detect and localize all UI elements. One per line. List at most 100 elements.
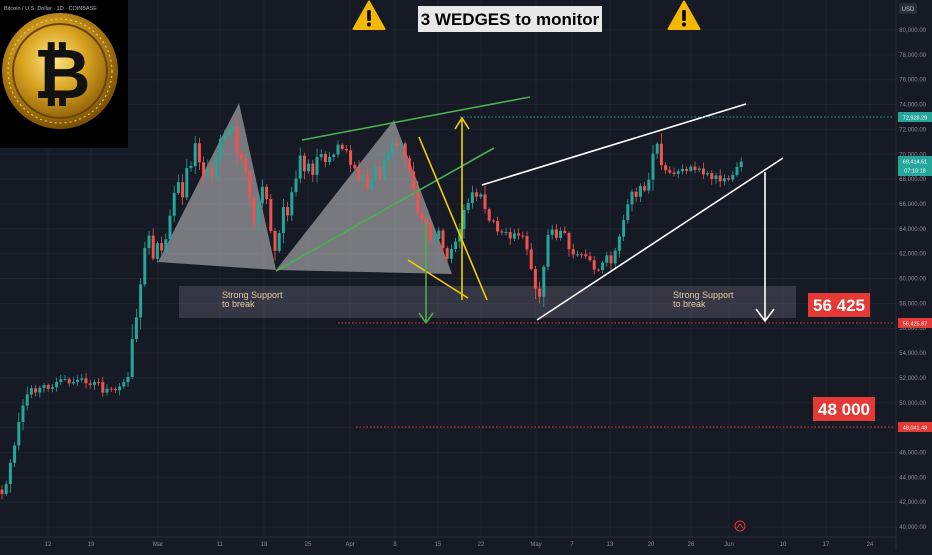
level-2-callout[interactable]: 48 000 <box>813 397 875 421</box>
candle <box>265 184 269 205</box>
candle <box>445 245 449 263</box>
candle-body <box>223 134 227 139</box>
candle <box>563 226 567 235</box>
candle-body <box>134 317 138 340</box>
candle-body <box>634 191 638 197</box>
candle <box>605 251 609 267</box>
candle <box>370 177 374 191</box>
candle-body <box>466 203 470 211</box>
channel-line-lower[interactable] <box>407 259 469 299</box>
candle-body <box>0 489 4 494</box>
last-price-badge: 69,414.61 07:10:18 <box>898 156 932 176</box>
candle-body <box>680 169 684 172</box>
candle-body <box>538 288 542 297</box>
candle <box>353 161 357 171</box>
price-tick-label: 54,000.00 <box>899 351 926 357</box>
wedge-3-lower-line[interactable] <box>536 157 784 321</box>
scroll-to-latest-icon[interactable] <box>734 520 746 532</box>
white-down-arrow[interactable] <box>755 172 775 323</box>
candle-body <box>214 158 218 177</box>
candle <box>130 324 134 379</box>
candle-body <box>17 422 21 446</box>
currency-badge[interactable] <box>899 3 917 14</box>
candle-body <box>315 157 319 175</box>
candle <box>344 145 348 153</box>
candle <box>676 168 680 179</box>
candle <box>0 485 4 500</box>
candle <box>554 223 558 241</box>
candle <box>722 174 726 186</box>
candle-body <box>412 171 416 190</box>
candle-body <box>97 382 101 384</box>
candle <box>655 141 659 159</box>
price-tick-label: 40,000.00 <box>899 525 926 531</box>
candle-body <box>307 163 311 172</box>
support-left-line1: Strong Support <box>222 290 283 300</box>
candle <box>101 376 105 398</box>
candle-body <box>218 138 222 159</box>
time-axis[interactable]: 12 19 Mar 11 18 25 Apr 8 15 22 May 7 13 20 26 Jun 10 17 24 <box>0 536 896 548</box>
candle-body <box>332 154 336 157</box>
candle <box>517 228 521 240</box>
wedge-2-lower-line[interactable] <box>275 147 495 272</box>
candle <box>731 170 735 182</box>
candle-body <box>227 130 231 135</box>
candle <box>689 164 693 173</box>
candle-body <box>126 376 130 383</box>
candle <box>88 379 92 389</box>
candle <box>223 130 227 142</box>
candle-body <box>508 232 512 239</box>
candle <box>454 237 458 253</box>
candle <box>244 155 248 180</box>
candle <box>580 252 584 259</box>
candle-body <box>533 269 537 289</box>
candle <box>319 149 323 161</box>
candle <box>613 247 617 270</box>
candle <box>126 372 130 387</box>
candle <box>4 480 8 497</box>
price-tick-label: 74,000.00 <box>899 103 926 109</box>
support2-badge: 48,041.48 <box>898 422 932 432</box>
candle <box>659 133 663 171</box>
candle <box>706 171 710 177</box>
candle-body <box>25 394 29 406</box>
candle <box>697 165 701 173</box>
time-tick-label: 13 <box>607 542 614 548</box>
candle <box>727 175 731 182</box>
candle <box>281 199 285 244</box>
candle-body <box>13 445 17 463</box>
candle-body <box>727 178 731 180</box>
level-1-label: 56 425 <box>813 296 865 315</box>
candle-body <box>34 388 38 393</box>
candle <box>403 141 407 168</box>
candle-body <box>248 171 252 198</box>
wedge-2-upper-line[interactable] <box>301 96 531 141</box>
candle <box>155 240 159 263</box>
wedge-1-left-shape[interactable] <box>158 103 276 270</box>
candle-body <box>277 233 281 251</box>
candle <box>218 134 222 164</box>
candle-body <box>290 192 294 216</box>
candle <box>487 207 491 223</box>
candle <box>420 207 424 226</box>
candle-body <box>449 248 453 259</box>
candle-body <box>130 339 134 377</box>
candle-body <box>626 204 630 221</box>
price-axis[interactable]: USD 80,000.00 78,000.00 76,000.00 74,000.00… <box>895 0 932 550</box>
candle <box>227 128 231 137</box>
candle <box>617 234 621 258</box>
candle-body <box>8 462 12 485</box>
yellow-up-arrow[interactable] <box>454 116 470 300</box>
candle <box>248 168 252 207</box>
support-zone[interactable] <box>179 286 796 318</box>
channel-line-upper[interactable] <box>418 136 488 301</box>
candle-body <box>563 230 567 233</box>
level-1-callout[interactable]: 56 425 <box>808 293 870 317</box>
candle <box>323 151 327 168</box>
price-tick-label: 52,000.00 <box>899 376 926 382</box>
price-tick-label: 78,000.00 <box>899 53 926 59</box>
candle <box>386 148 390 165</box>
candle <box>97 378 101 387</box>
